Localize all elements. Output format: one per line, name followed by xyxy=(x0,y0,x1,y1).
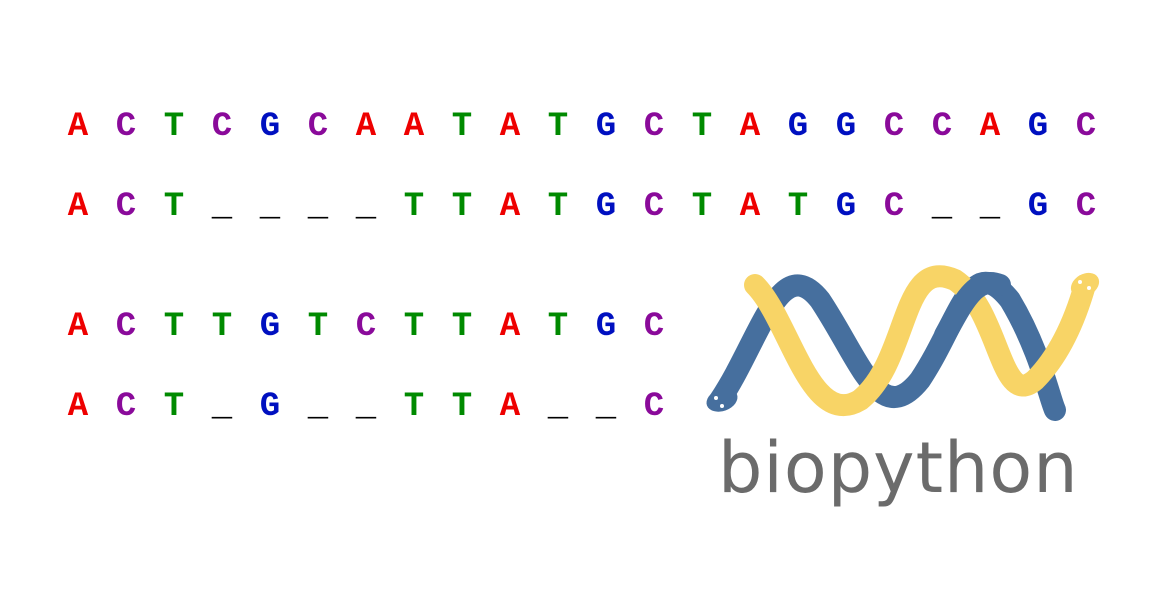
nucleotide-C: C xyxy=(883,108,905,146)
nucleotide-C: C xyxy=(883,188,905,226)
nucleotide-A: A xyxy=(499,308,521,346)
nucleotide-C: C xyxy=(931,108,953,146)
nucleotide-T: T xyxy=(691,188,713,226)
nucleotide-G: G xyxy=(259,108,281,146)
gap-char: _ xyxy=(307,188,329,226)
gap-char: _ xyxy=(979,188,1001,226)
nucleotide-G: G xyxy=(259,308,281,346)
alignment-1-row-2: A C T _ _ _ _ T T A T G C T A T G C _ _ G C xyxy=(0,182,1162,232)
nucleotide-G: G xyxy=(595,308,617,346)
nucleotide-C: C xyxy=(643,388,665,426)
nucleotide-T: T xyxy=(547,108,569,146)
nucleotide-A: A xyxy=(739,108,761,146)
gap-char: _ xyxy=(355,188,377,226)
nucleotide-C: C xyxy=(643,188,665,226)
nucleotide-A: A xyxy=(979,108,1001,146)
nucleotide-G: G xyxy=(787,108,809,146)
nucleotide-T: T xyxy=(307,308,329,346)
nucleotide-C: C xyxy=(1075,188,1097,226)
nucleotide-A: A xyxy=(67,188,89,226)
nucleotide-A: A xyxy=(67,108,89,146)
nucleotide-A: A xyxy=(355,108,377,146)
nucleotide-T: T xyxy=(211,308,233,346)
gap-char: _ xyxy=(307,388,329,426)
nucleotide-C: C xyxy=(643,308,665,346)
nucleotide-A: A xyxy=(499,108,521,146)
nucleotide-T: T xyxy=(163,308,185,346)
gap-char: _ xyxy=(211,388,233,426)
nucleotide-G: G xyxy=(1027,108,1049,146)
gap-char: _ xyxy=(259,188,281,226)
nucleotide-T: T xyxy=(451,308,473,346)
nucleotide-A: A xyxy=(499,388,521,426)
gap-char: _ xyxy=(931,188,953,226)
nucleotide-T: T xyxy=(547,308,569,346)
nucleotide-A: A xyxy=(67,308,89,346)
blue-snake-head xyxy=(706,388,738,412)
nucleotide-T: T xyxy=(163,388,185,426)
gap-char: _ xyxy=(355,388,377,426)
gap-char: _ xyxy=(595,388,617,426)
nucleotide-G: G xyxy=(835,108,857,146)
nucleotide-C: C xyxy=(1075,108,1097,146)
nucleotide-C: C xyxy=(355,308,377,346)
gap-char: _ xyxy=(211,188,233,226)
nucleotide-T: T xyxy=(451,108,473,146)
nucleotide-T: T xyxy=(547,188,569,226)
nucleotide-A: A xyxy=(499,188,521,226)
nucleotide-C: C xyxy=(115,388,137,426)
nucleotide-T: T xyxy=(403,308,425,346)
blue-snake-body xyxy=(709,272,1066,421)
yellow-snake-body xyxy=(744,265,1096,416)
biopython-wordmark: biopython xyxy=(718,427,1079,509)
blue-snake-overlap xyxy=(934,272,1011,346)
nucleotide-G: G xyxy=(835,188,857,226)
nucleotide-T: T xyxy=(451,388,473,426)
gap-char: _ xyxy=(547,388,569,426)
nucleotide-G: G xyxy=(1027,188,1049,226)
nucleotide-A: A xyxy=(403,108,425,146)
nucleotide-T: T xyxy=(787,188,809,226)
nucleotide-T: T xyxy=(163,188,185,226)
nucleotide-G: G xyxy=(259,388,281,426)
nucleotide-G: G xyxy=(595,108,617,146)
nucleotide-C: C xyxy=(211,108,233,146)
nucleotide-A: A xyxy=(67,388,89,426)
nucleotide-T: T xyxy=(403,388,425,426)
nucleotide-T: T xyxy=(451,188,473,226)
biopython-logo-icon xyxy=(706,265,1100,421)
nucleotide-C: C xyxy=(643,108,665,146)
nucleotide-C: C xyxy=(307,108,329,146)
nucleotide-T: T xyxy=(403,188,425,226)
nucleotide-T: T xyxy=(163,108,185,146)
nucleotide-A: A xyxy=(739,188,761,226)
nucleotide-C: C xyxy=(115,108,137,146)
nucleotide-T: T xyxy=(691,108,713,146)
nucleotide-C: C xyxy=(115,188,137,226)
alignment-2-row-2: A C T _ G _ _ T T A _ _ C xyxy=(0,382,1162,432)
nucleotide-G: G xyxy=(595,188,617,226)
yellow-snake-head xyxy=(1070,272,1100,298)
nucleotide-C: C xyxy=(115,308,137,346)
